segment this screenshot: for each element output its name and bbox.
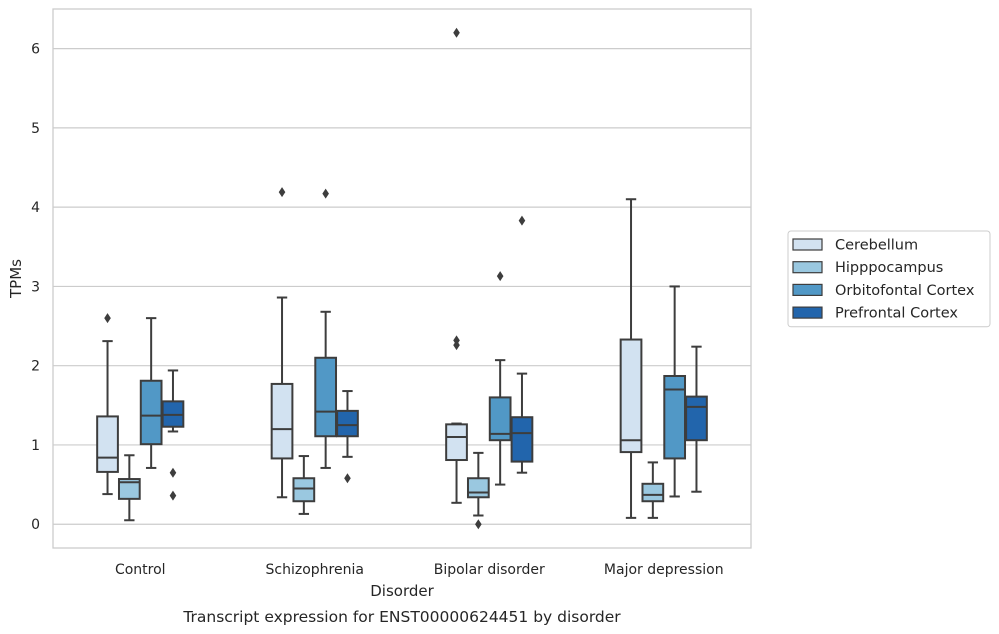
- x-tick-label: Schizophrenia: [266, 562, 364, 578]
- y-tick-label: 4: [31, 200, 40, 216]
- box-2-0: [445, 27, 468, 504]
- plot-area-frame: [52, 8, 752, 549]
- y-tick-label: 0: [31, 517, 40, 533]
- box-iqr: [96, 415, 119, 473]
- box-iqr: [314, 356, 338, 438]
- box-3-1: [641, 461, 665, 519]
- box-0-3: [161, 369, 185, 501]
- outlier-point: [475, 519, 482, 530]
- legend-frame: [787, 230, 991, 328]
- x-axis-label: Disorder: [370, 582, 434, 600]
- box-iqr: [466, 477, 490, 499]
- outlier-point: [322, 188, 329, 199]
- outlier-point: [278, 187, 286, 198]
- box-iqr: [270, 382, 294, 460]
- y-tick-label: 3: [31, 279, 40, 295]
- box-1-1: [292, 455, 316, 515]
- legend-label: Orbitofontal Cortex: [835, 283, 975, 299]
- box-0-2: [139, 317, 163, 469]
- box-iqr: [488, 396, 512, 442]
- legend-swatch: [792, 261, 823, 274]
- gridlines: [53, 48, 751, 525]
- outlier-point: [453, 335, 460, 346]
- legend-label: Hipppocampus: [835, 260, 943, 276]
- box-iqr: [619, 338, 643, 454]
- outlier-point: [518, 215, 526, 226]
- outlier-point: [169, 490, 177, 501]
- box-0-0: [96, 313, 119, 496]
- box-iqr: [445, 423, 468, 462]
- outlier-point: [344, 473, 351, 484]
- box-1-2: [314, 188, 338, 469]
- box-iqr: [685, 395, 708, 442]
- box-iqr: [663, 374, 687, 460]
- x-tick-labels: Control Schizophrenia Bipolar disorder Majo…: [115, 562, 724, 578]
- y-tick-labels: 0 1 2 3 4 5 6: [31, 42, 40, 534]
- legend-label: Prefrontal Cortex: [835, 306, 958, 322]
- box-2-2: [488, 271, 512, 486]
- outlier-point: [453, 27, 460, 38]
- box-iqr: [292, 477, 316, 503]
- box-iqr: [510, 416, 534, 463]
- box-1-3: [336, 390, 359, 484]
- x-tick-label: Major depression: [604, 562, 724, 578]
- y-tick-label: 1: [31, 438, 40, 454]
- box-3-3: [685, 345, 708, 493]
- box-iqr: [117, 478, 141, 500]
- y-tick-label: 2: [31, 359, 40, 375]
- box-2-1: [466, 451, 490, 530]
- boxes: [96, 27, 708, 530]
- x-tick-label: Bipolar disorder: [434, 562, 545, 578]
- legend-label: Cerebellum: [835, 238, 918, 254]
- legend-swatch: [792, 283, 823, 296]
- legend-swatch: [792, 238, 823, 251]
- y-tick-label: 6: [31, 42, 40, 58]
- outlier-point: [104, 313, 111, 324]
- x-tick-label: Control: [115, 562, 166, 578]
- box-iqr: [641, 482, 665, 503]
- box-iqr: [139, 379, 163, 446]
- legend: Cerebellum Hipppocampus Orbitofontal Corte…: [787, 230, 991, 328]
- box-0-1: [117, 454, 141, 522]
- box-1-0: [270, 187, 294, 499]
- box-3-2: [663, 285, 687, 498]
- y-axis-label: TPMs: [7, 259, 25, 299]
- chart-caption: Transcript expression for ENST0000062445…: [182, 608, 621, 626]
- legend-swatch: [792, 306, 823, 319]
- y-tick-label: 5: [31, 121, 40, 137]
- outlier-point: [169, 467, 177, 478]
- box-iqr: [336, 409, 359, 438]
- box-2-3: [510, 215, 534, 474]
- box-3-0: [619, 198, 643, 519]
- outlier-point: [496, 271, 504, 282]
